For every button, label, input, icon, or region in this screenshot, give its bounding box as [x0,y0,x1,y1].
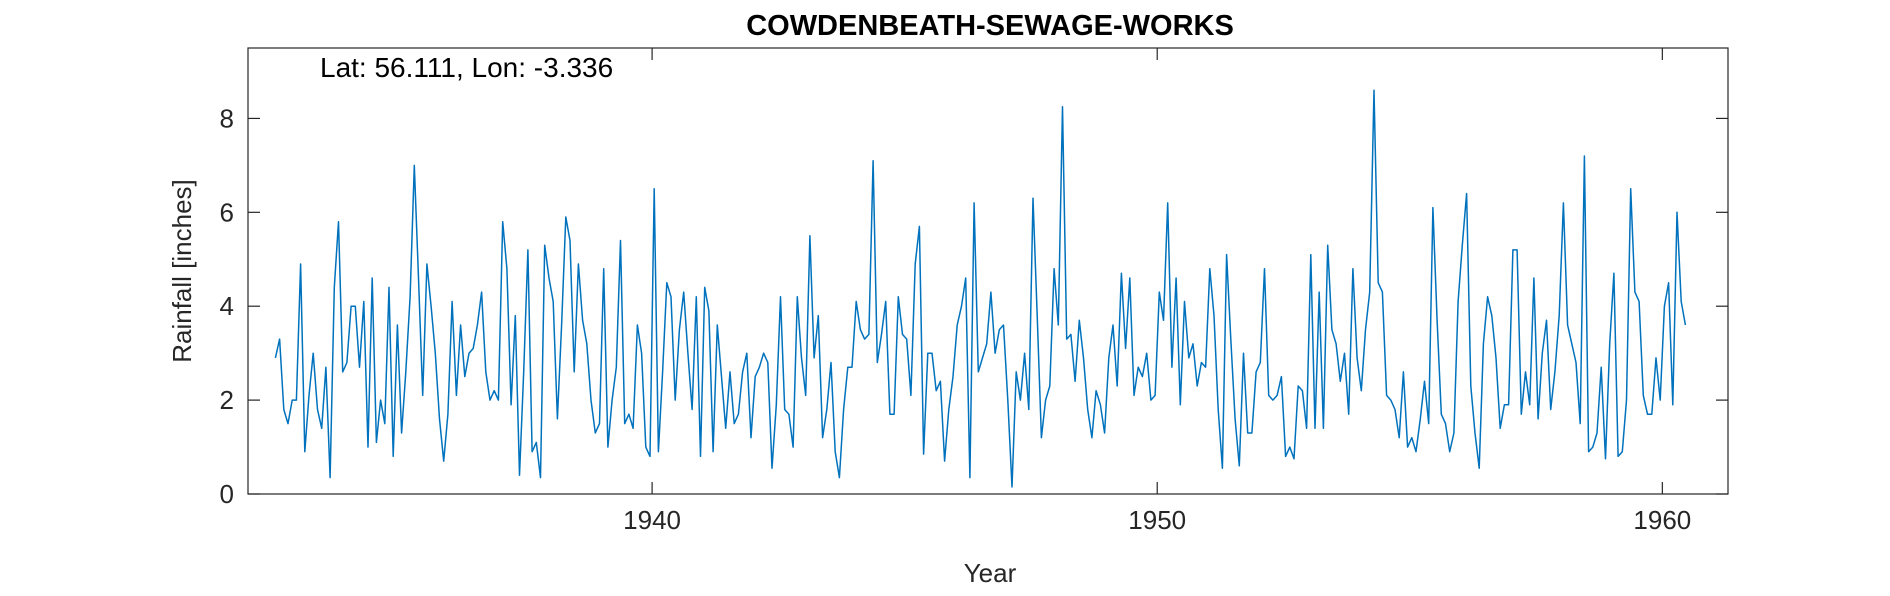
x-tick-label: 1940 [623,505,681,535]
x-tick-label: 1960 [1633,505,1691,535]
plot-area-frame [247,47,1729,495]
chart-title: COWDENBEATH-SEWAGE-WORKS [746,10,1234,42]
x-axis: 1940 1950 1960 [623,48,1691,535]
y-axis-label: Rainfall [inches] [167,179,197,363]
y-tick-label: 8 [220,103,234,133]
y-tick-label: 2 [220,385,234,415]
rainfall-series-line [274,89,1687,488]
location-annotation: Lat: 56.111, Lon: -3.336 [320,52,613,83]
y-axis: 0 2 4 6 8 [220,103,1728,509]
x-tick-label: 1950 [1128,505,1186,535]
y-tick-label: 6 [220,197,234,227]
x-axis-label: Year [964,558,1017,588]
y-tick-label: 4 [220,291,234,321]
y-tick-label: 0 [220,479,234,509]
